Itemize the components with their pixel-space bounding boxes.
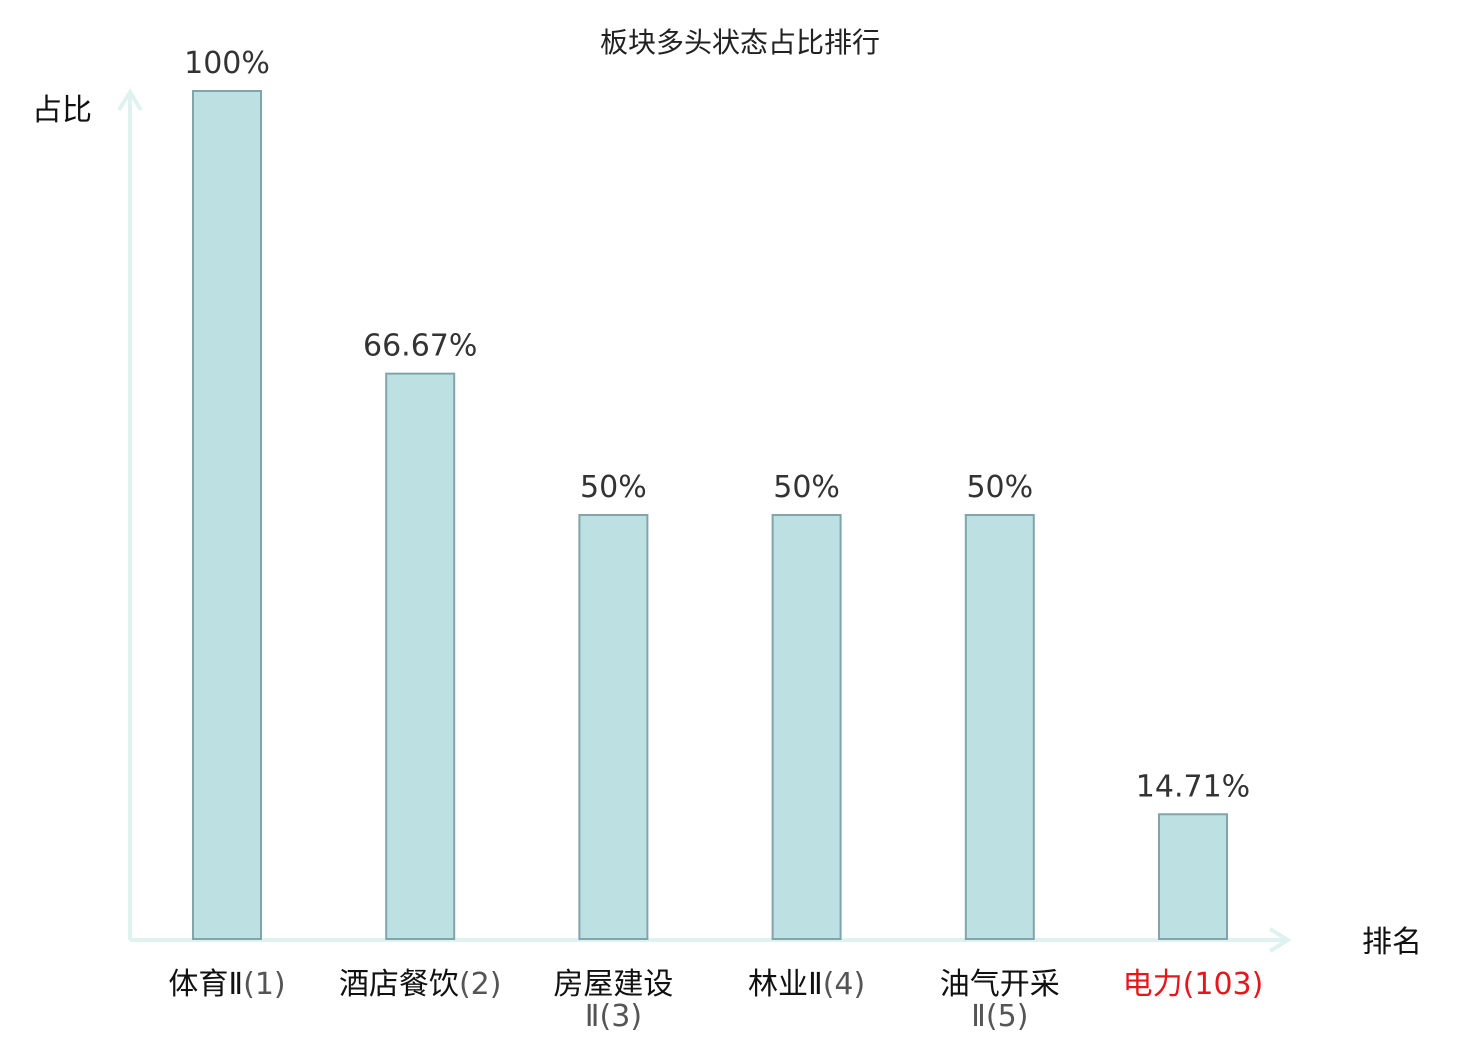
category-label: 酒店餐饮(2)	[339, 967, 502, 1002]
bar[interactable]	[192, 90, 262, 940]
value-label: 50%	[773, 470, 840, 505]
y-axis	[117, 88, 143, 940]
value-label: 66.67%	[363, 329, 477, 364]
bar[interactable]	[771, 514, 842, 940]
x-axis	[130, 927, 1292, 953]
x-axis-label: 排名	[1362, 925, 1422, 960]
bar[interactable]	[964, 514, 1035, 940]
bar[interactable]	[578, 514, 649, 940]
category-label: 油气开采	[940, 967, 1060, 1002]
category-label: 林业Ⅱ(4)	[748, 967, 865, 1002]
y-axis-label: 占比	[32, 93, 92, 128]
bars-group	[192, 90, 1228, 941]
category-label: 体育Ⅱ(1)	[168, 967, 285, 1002]
category-label: 电力(103)	[1123, 967, 1264, 1002]
value-label: 50%	[966, 470, 1033, 505]
value-label: 100%	[184, 46, 270, 81]
bar[interactable]	[1158, 813, 1228, 941]
category-rank-label: Ⅱ(5)	[971, 999, 1028, 1034]
value-label: 50%	[580, 470, 647, 505]
value-label: 14.71%	[1136, 769, 1250, 804]
chart-title: 板块多头状态占比排行	[600, 26, 880, 59]
category-rank-label: Ⅱ(3)	[585, 999, 642, 1034]
bar[interactable]	[385, 372, 456, 940]
value-labels-group: 100% 66.67% 50% 50% 50% 14.71%	[184, 46, 1250, 804]
x-axis-arrow	[1268, 927, 1292, 953]
y-axis-arrow	[117, 88, 143, 112]
category-label: 房屋建设	[553, 967, 673, 1002]
